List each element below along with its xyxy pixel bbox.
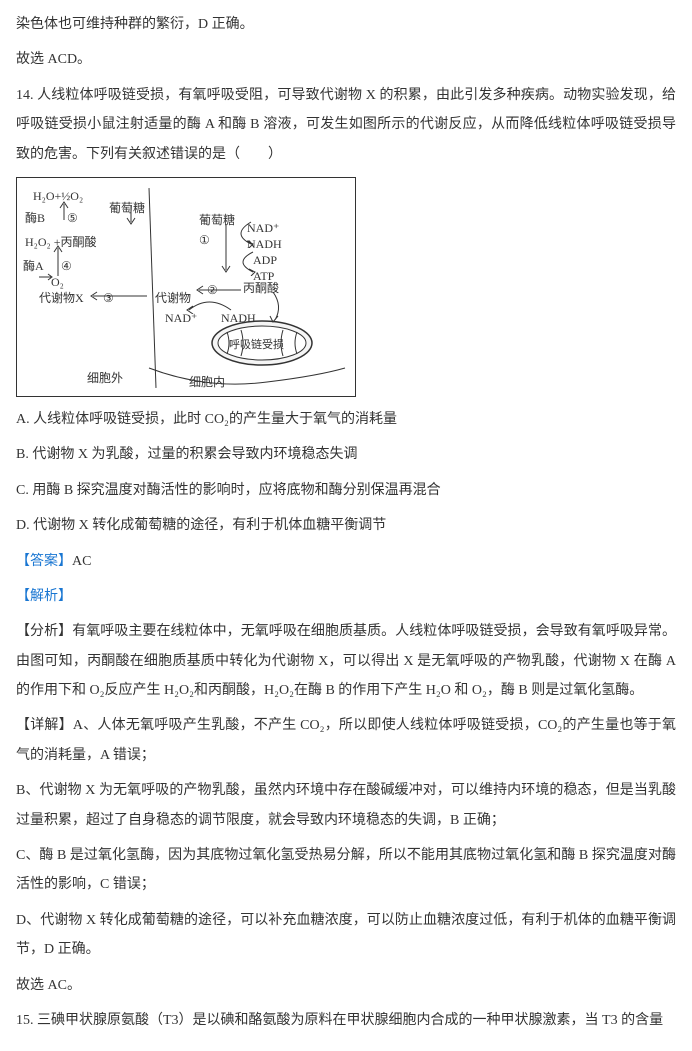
arrow-3-left xyxy=(89,290,149,302)
arrow-up-4 xyxy=(51,244,65,278)
choice-B: B. 代谢物 X 为乳酸，过量的积累会导致内环境稳态失调 xyxy=(16,440,676,469)
fenxi-text: 有氧呼吸主要在线粒体中，无氧呼吸在细胞质基质。人线粒体呼吸链受损，会导致有氧呼吸… xyxy=(16,624,676,698)
cell-boundary xyxy=(147,364,347,394)
arrow-up-5 xyxy=(55,200,73,222)
analysis-conclusion: 故选 AC。 xyxy=(16,971,676,1000)
answer-label: 【答案】 xyxy=(16,554,72,569)
next-question: 15. 三碘甲状腺原氨酸（T3）是以碘和酪氨酸为原料在甲状腺细胞内合成的一种甲状… xyxy=(16,1006,676,1035)
label-circle1: ① xyxy=(199,228,210,253)
curve-nadh-nad xyxy=(185,292,235,314)
arrow-down-glucose xyxy=(123,204,139,226)
metabolism-diagram: H₂O+½O₂ 酶B ⑤ 葡萄糖 H₂O₂ +丙酮酸 酶A ④ O₂ 代谢物X … xyxy=(16,177,356,397)
question-text: 人线粒体呼吸链受损，有氧呼吸受阻，可导致代谢物 X 的积累，由此引发多种疾病。动… xyxy=(16,88,676,162)
analysis-detail-D: D、代谢物 X 转化成葡萄糖的途径，可以补充血糖浓度，可以防止血糖浓度过低，有利… xyxy=(16,906,676,965)
choice-D: D. 代谢物 X 转化成葡萄糖的途径，有利于机体血糖平衡调节 xyxy=(16,511,676,540)
label-enzB: 酶B xyxy=(25,206,45,231)
label-resp-damage: 呼吸链受损 xyxy=(229,334,284,357)
choice-A: A. 人线粒体呼吸链受损，此时 CO₂的产生量大于氧气的消耗量 xyxy=(16,405,676,434)
fenxi-label: 【分析】 xyxy=(16,624,72,639)
next-question-number: 15. xyxy=(16,1013,37,1028)
analysis-detail-C: C、酶 B 是过氧化氢酶，因为其底物过氧化氢受热易分解，所以不能用其底物过氧化氢… xyxy=(16,841,676,900)
answer-value: AC xyxy=(72,554,91,569)
analysis-label: 【解析】 xyxy=(16,589,72,604)
question-number: 14. xyxy=(16,88,37,103)
intro-line-1: 染色体也可维持种群的繁衍，D 正确。 xyxy=(16,10,676,39)
curve-adp-atp xyxy=(227,250,257,276)
question-stem: 14. 人线粒体呼吸链受损，有氧呼吸受阻，可导致代谢物 X 的积累，由此引发多种… xyxy=(16,81,676,169)
answer-line: 【答案】AC xyxy=(16,547,676,576)
intro-line-2: 故选 ACD。 xyxy=(16,45,676,74)
next-question-text: 三碘甲状腺原氨酸（T3）是以碘和酪氨酸为原料在甲状腺细胞内合成的一种甲状腺激素，… xyxy=(37,1013,663,1028)
label-metaboliteX: 代谢物X xyxy=(39,286,84,311)
analysis-label-line: 【解析】 xyxy=(16,582,676,611)
choice-C: C. 用酶 B 探究温度对酶活性的影响时，应将底物和酶分别保温再混合 xyxy=(16,476,676,505)
arrow-to-mito xyxy=(269,290,287,324)
detail-A-text: A、人体无氧呼吸产生乳酸，不产生 CO₂，所以即使人线粒体呼吸链受损，CO₂的产… xyxy=(16,718,676,762)
analysis-detail-B: B、代谢物 X 为无氧呼吸的产物乳酸，虽然内环境中存在酸碱缓冲对，可以维持内环境… xyxy=(16,776,676,835)
analysis-detail-A: 【详解】A、人体无氧呼吸产生乳酸，不产生 CO₂，所以即使人线粒体呼吸链受损，C… xyxy=(16,711,676,770)
analysis-fenxi: 【分析】有氧呼吸主要在线粒体中，无氧呼吸在细胞质基质。人线粒体呼吸链受损，会导致… xyxy=(16,617,676,705)
detail-label: 【详解】 xyxy=(16,718,73,733)
label-extracellular: 细胞外 xyxy=(87,366,123,391)
arrow-o2-in xyxy=(37,272,53,282)
curve-nad-nadh xyxy=(227,220,255,248)
